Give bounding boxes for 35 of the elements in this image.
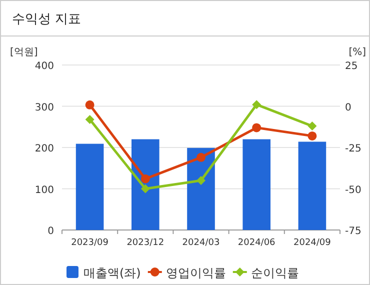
bar <box>298 142 326 230</box>
y2-tick-label: 0 <box>345 102 352 114</box>
y-axis-title: [억원] <box>10 47 38 58</box>
point <box>308 122 317 131</box>
x-tick-label: 2024/09 <box>294 238 332 248</box>
y-tick-label: 100 <box>34 184 54 196</box>
point <box>308 131 317 140</box>
y-tick-label: 300 <box>34 102 54 114</box>
y-tick-label: 400 <box>34 61 54 72</box>
bar <box>132 139 160 230</box>
bar <box>76 144 104 230</box>
y2-tick-label: -75 <box>345 226 362 237</box>
point <box>85 114 94 124</box>
x-tick-label: 2024/06 <box>238 238 276 248</box>
point <box>140 174 150 184</box>
point <box>196 176 206 185</box>
point <box>85 100 94 110</box>
legend-label: 매출액(좌) <box>84 266 141 280</box>
point <box>140 184 150 194</box>
y2-tick-label: 25 <box>345 61 358 72</box>
y-tick-label: 0 <box>48 226 54 237</box>
legend-label: 순이익률 <box>250 266 299 280</box>
x-tick-label: 2024/03 <box>182 238 220 248</box>
point <box>196 152 206 162</box>
legend-label: 영업이익률 <box>166 266 226 280</box>
y2-tick-label: -50 <box>345 184 362 196</box>
y2-tick-label: -25 <box>345 144 362 154</box>
bar <box>242 139 270 230</box>
point <box>252 100 262 110</box>
x-tick-label: 2023/09 <box>71 238 109 248</box>
y2-axis-title: [%] <box>348 47 366 58</box>
point <box>252 123 262 132</box>
y-tick-label: 200 <box>34 144 54 154</box>
x-tick-label: 2023/12 <box>126 238 164 248</box>
chart-title: 수익성 지표 <box>12 12 82 27</box>
